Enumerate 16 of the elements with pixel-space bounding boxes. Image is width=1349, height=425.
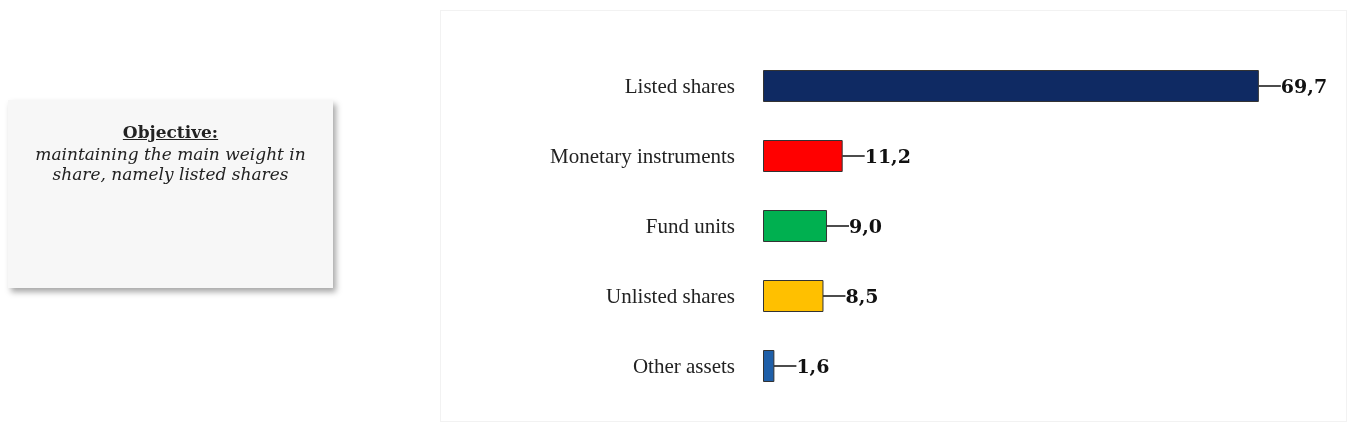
bar (763, 210, 828, 242)
data-label: 69,7 (1280, 75, 1328, 97)
data-label: 8,5 (845, 285, 879, 307)
bar (763, 70, 1259, 102)
bar (763, 280, 824, 312)
y-tick-label: Fund units (645, 214, 735, 238)
bar (763, 140, 843, 172)
y-tick-label: Monetary instruments (550, 144, 735, 168)
bar (763, 350, 775, 382)
y-tick-label: Listed shares (624, 74, 735, 98)
data-label: 1,6 (796, 355, 830, 377)
data-label: 11,2 (864, 145, 911, 167)
data-label: 9,0 (849, 215, 883, 237)
note-card: Objective: maintaining the main weight in share, namely listed shares (8, 100, 333, 288)
y-tick-label: Other assets (632, 354, 735, 378)
y-tick-label: Unlisted shares (606, 284, 735, 308)
